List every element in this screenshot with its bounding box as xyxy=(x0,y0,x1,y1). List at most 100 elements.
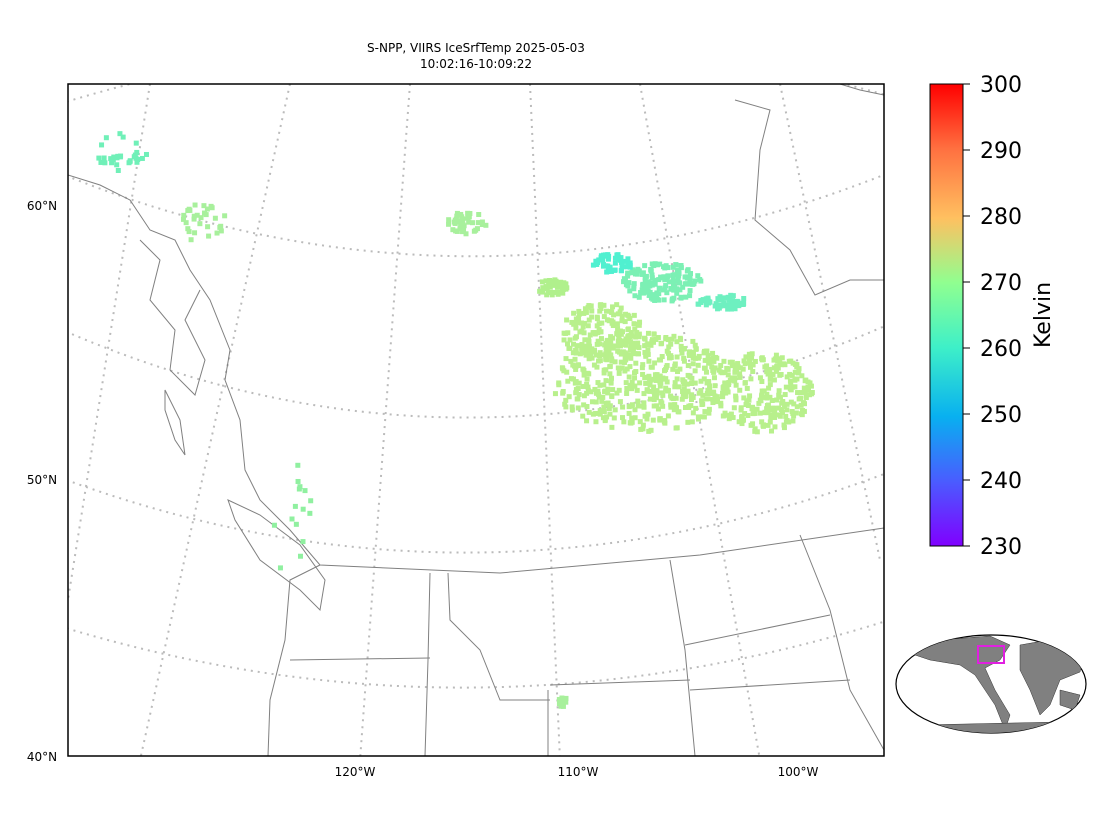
pixel xyxy=(748,364,754,370)
pixel xyxy=(678,263,684,269)
pixel xyxy=(115,153,121,159)
pixel xyxy=(625,271,631,277)
pixel xyxy=(682,405,688,411)
pixel xyxy=(759,378,765,384)
pixel xyxy=(690,338,696,344)
pixel xyxy=(756,400,762,406)
pixel xyxy=(469,220,475,226)
pixel xyxy=(765,410,771,416)
title-line: S-NPP, VIIRS IceSrfTemp 2025-05-03 xyxy=(367,41,585,55)
pixel xyxy=(660,287,666,293)
pixel xyxy=(98,159,104,165)
pixel xyxy=(625,273,631,279)
pixel xyxy=(580,324,586,330)
pixel xyxy=(791,401,797,407)
pixel xyxy=(625,256,631,262)
lon-label: 120°W xyxy=(335,765,376,779)
pixel xyxy=(718,403,724,409)
pixel xyxy=(584,390,590,396)
pixel xyxy=(674,354,680,360)
pixel xyxy=(591,348,597,354)
pixel xyxy=(687,277,693,283)
pixel xyxy=(687,288,693,294)
pixel xyxy=(632,383,638,389)
pixel xyxy=(662,418,668,424)
pixel xyxy=(632,293,638,299)
pixel xyxy=(692,342,698,348)
pixel xyxy=(646,292,652,298)
pixel xyxy=(658,398,664,404)
pixel xyxy=(773,368,779,374)
pixel xyxy=(188,237,194,243)
pixel xyxy=(805,379,811,385)
pixel xyxy=(665,273,671,279)
pixel xyxy=(692,368,698,374)
pixel xyxy=(679,396,685,402)
pixel xyxy=(644,342,650,348)
pixel xyxy=(609,375,615,381)
pixel xyxy=(676,384,682,390)
pixel xyxy=(608,334,614,340)
pixel xyxy=(575,362,581,368)
pixel xyxy=(767,382,773,388)
pixel xyxy=(712,365,718,371)
pixel xyxy=(204,206,210,212)
pixel xyxy=(647,396,653,402)
pixel xyxy=(799,412,805,418)
pixel xyxy=(698,298,704,304)
pixel xyxy=(679,350,685,356)
pixel xyxy=(575,405,581,411)
pixel xyxy=(628,270,634,276)
pixel xyxy=(809,389,815,395)
pixel xyxy=(607,371,613,377)
pixel xyxy=(724,385,730,391)
pixel xyxy=(644,388,650,394)
pixel xyxy=(762,409,768,415)
pixel xyxy=(768,414,774,420)
pixel xyxy=(654,403,660,409)
pixel xyxy=(695,355,701,361)
pixel xyxy=(728,414,734,420)
pixel xyxy=(651,339,657,345)
pixel xyxy=(760,357,766,363)
pixel xyxy=(688,403,694,409)
pixel xyxy=(632,407,638,413)
pixel xyxy=(798,396,804,402)
pixel xyxy=(732,369,738,375)
pixel xyxy=(720,385,726,391)
pixel xyxy=(732,378,738,384)
pixel xyxy=(597,352,603,358)
pixel xyxy=(139,155,145,161)
pixel xyxy=(626,374,632,380)
pixel xyxy=(754,429,760,435)
pixel xyxy=(687,293,693,299)
pixel xyxy=(453,216,459,222)
pixel xyxy=(686,352,692,358)
pixel xyxy=(608,342,614,348)
pixel xyxy=(615,256,621,262)
pixel xyxy=(569,404,575,410)
pixel xyxy=(767,394,773,400)
pixel xyxy=(698,378,704,384)
pixel xyxy=(646,375,652,381)
pixel xyxy=(563,397,569,403)
colorbar-tick-label: 270 xyxy=(980,271,1022,296)
pixel xyxy=(603,378,609,384)
pixel xyxy=(692,278,698,284)
pixel xyxy=(766,385,772,391)
pixel xyxy=(616,387,622,393)
pixel xyxy=(784,401,790,407)
pixel xyxy=(665,413,671,419)
pixel xyxy=(302,488,308,494)
pixel xyxy=(573,350,579,356)
pixel xyxy=(626,404,632,410)
pixel xyxy=(134,159,140,165)
pixel xyxy=(586,303,592,309)
pixel xyxy=(600,394,606,400)
pixel xyxy=(680,377,686,383)
pixel xyxy=(576,308,582,314)
pixel xyxy=(712,303,718,309)
pixel xyxy=(589,355,595,361)
pixel xyxy=(192,202,198,208)
colorbar-tick-label: 260 xyxy=(980,337,1022,362)
